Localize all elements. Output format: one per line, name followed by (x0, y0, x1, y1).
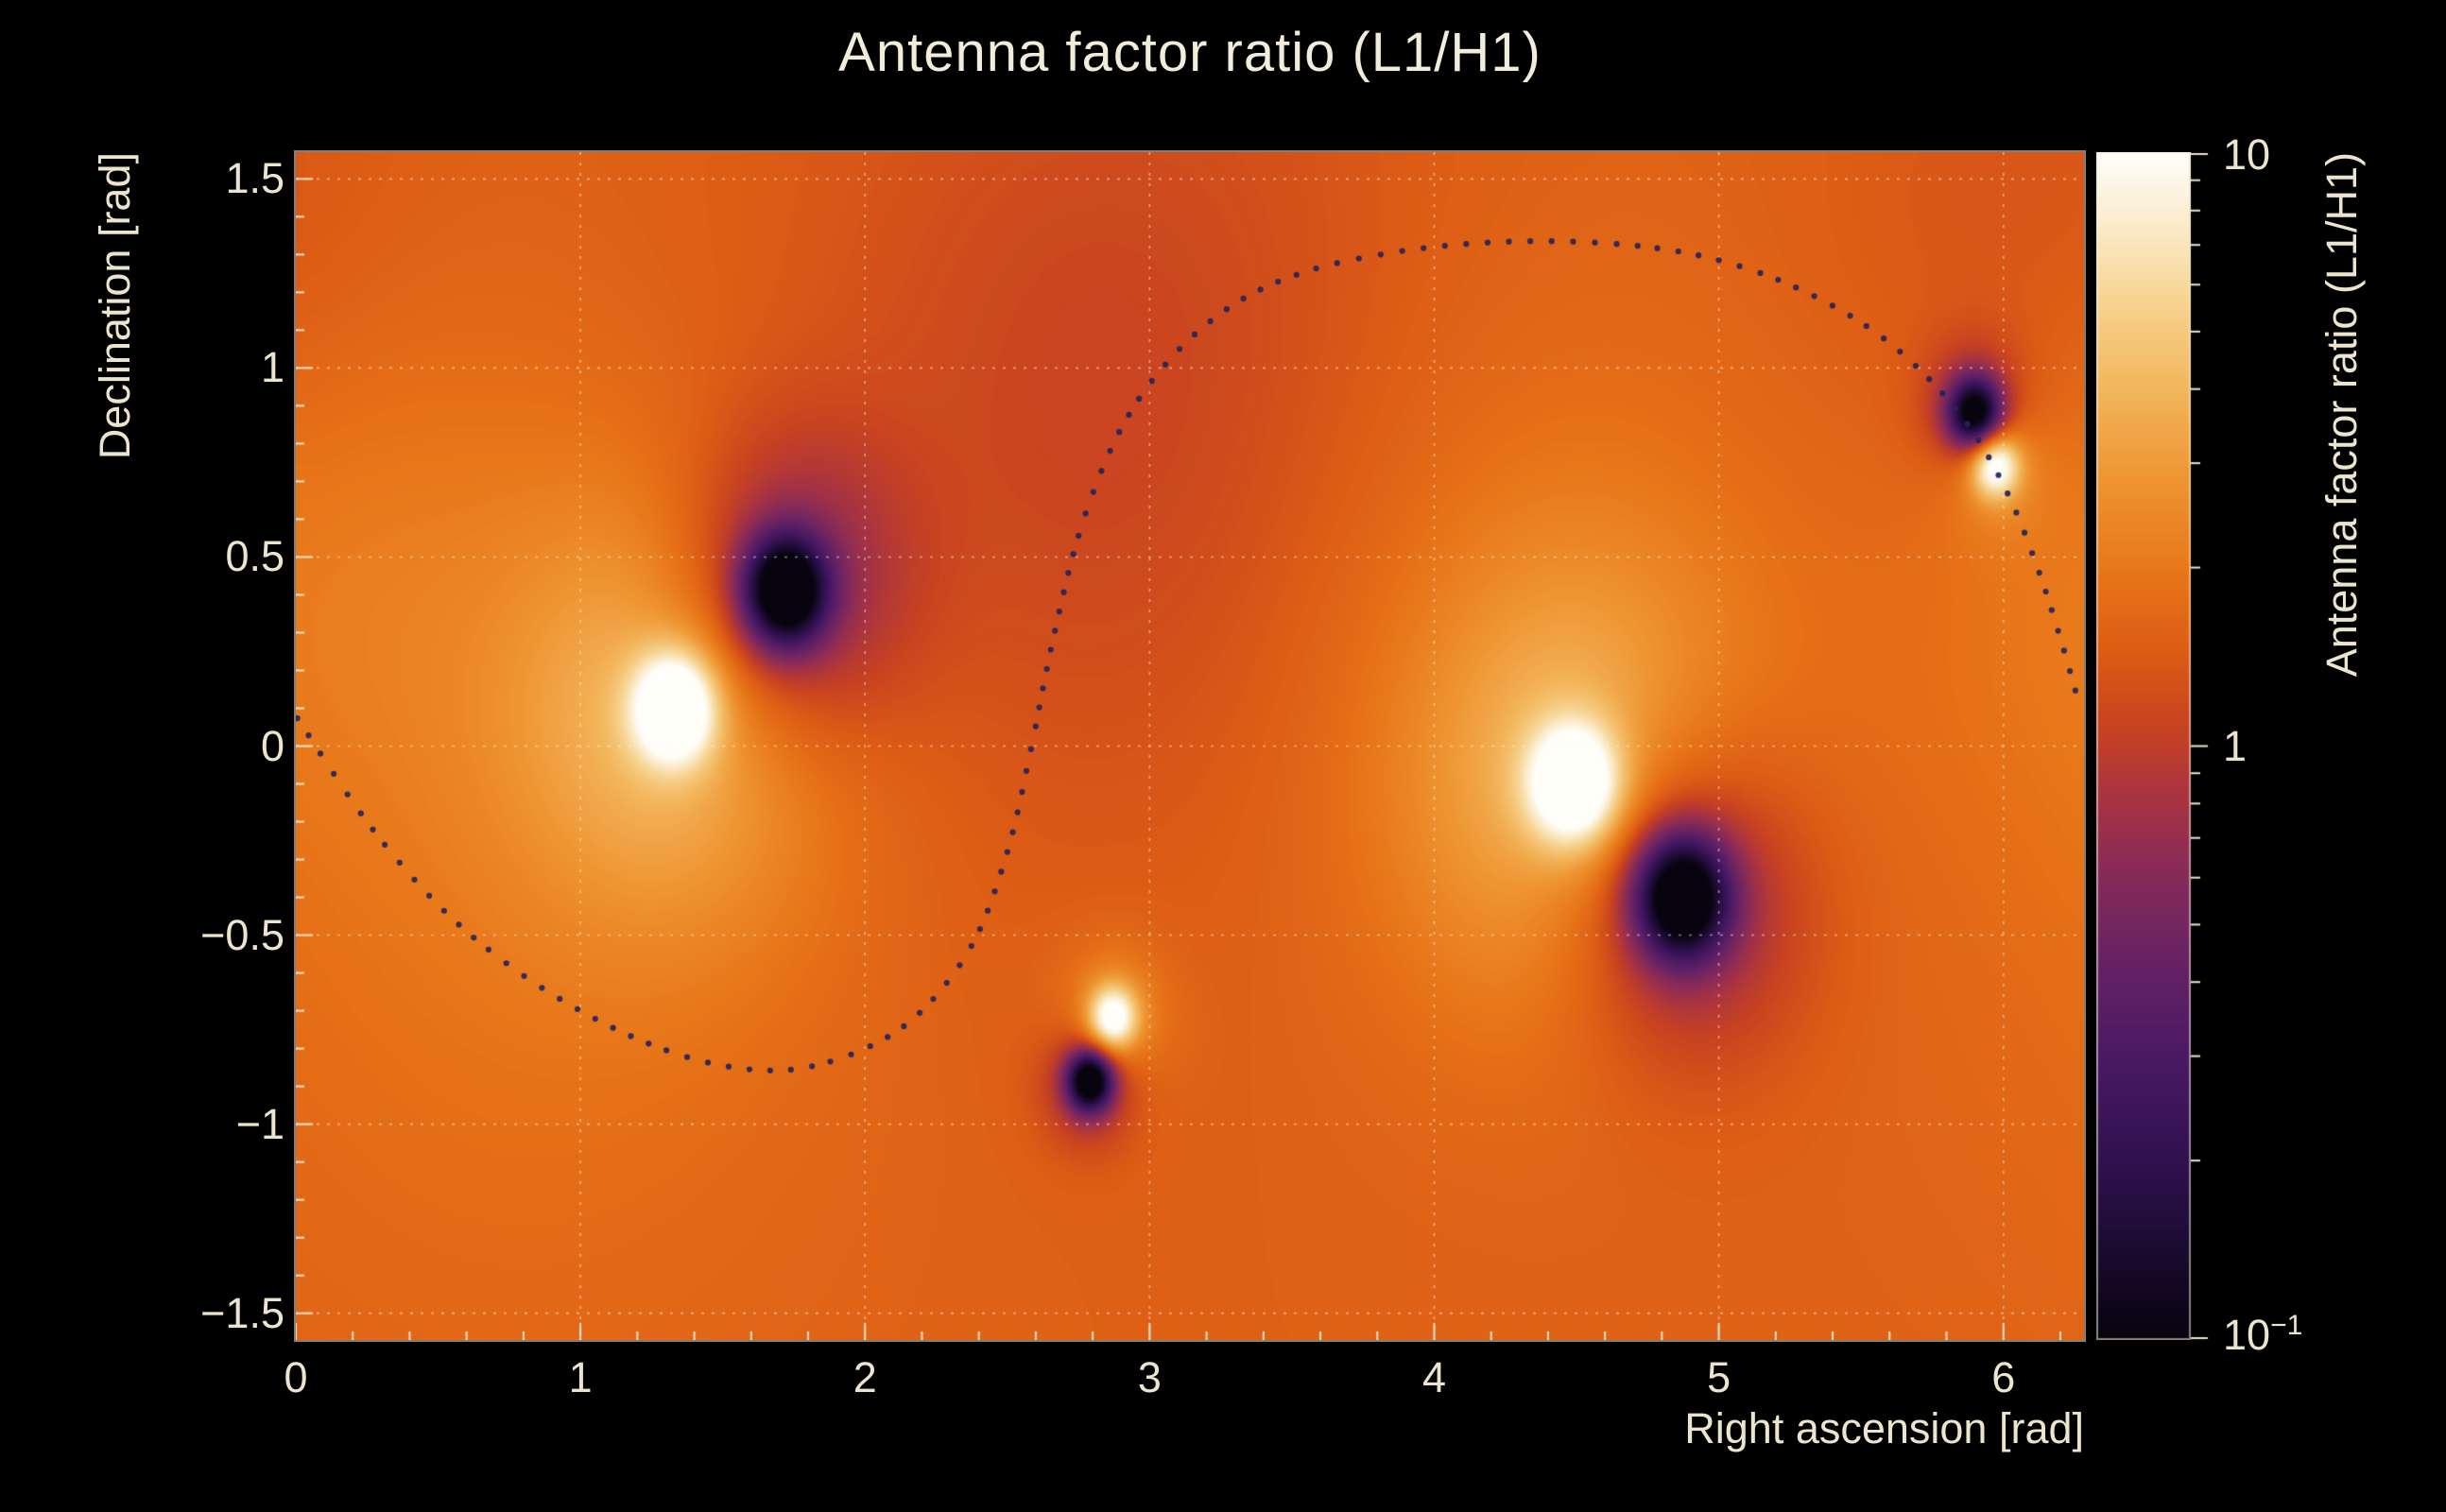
y-tick-label: 1 (260, 343, 284, 392)
y-tick-label: −1.5 (200, 1288, 284, 1337)
colorbar-tick-label-min: 10−1 (2223, 1310, 2303, 1359)
y-tick-label: −1 (235, 1099, 284, 1148)
x-tick-label: 6 (1991, 1353, 2016, 1401)
x-tick-label: 3 (1137, 1353, 1162, 1401)
x-tick-label: 4 (1421, 1353, 1446, 1401)
colorbar-tick-label-mid: 1 (2223, 722, 2248, 770)
x-axis-title: Right ascension [rad] (1684, 1404, 2084, 1452)
y-tick-label: 0.5 (225, 532, 284, 581)
y-tick-label: −0.5 (200, 910, 284, 959)
x-tick-label: 1 (568, 1353, 593, 1401)
plot-title: Antenna factor ratio (L1/H1) (838, 22, 1542, 83)
x-tick-label: 0 (284, 1353, 308, 1401)
colorbar-tick-label-max: 10 (2223, 130, 2271, 179)
x-tick-label: 5 (1707, 1353, 1731, 1401)
colorbar-canvas (2096, 152, 2257, 1340)
colorbar-title: Antenna factor ratio (L1/H1) (2317, 152, 2366, 678)
x-tick-label: 2 (853, 1353, 877, 1401)
y-tick-label: 0 (260, 721, 284, 770)
heatmap-canvas (296, 152, 2084, 1340)
y-tick-label: 1.5 (225, 154, 284, 203)
